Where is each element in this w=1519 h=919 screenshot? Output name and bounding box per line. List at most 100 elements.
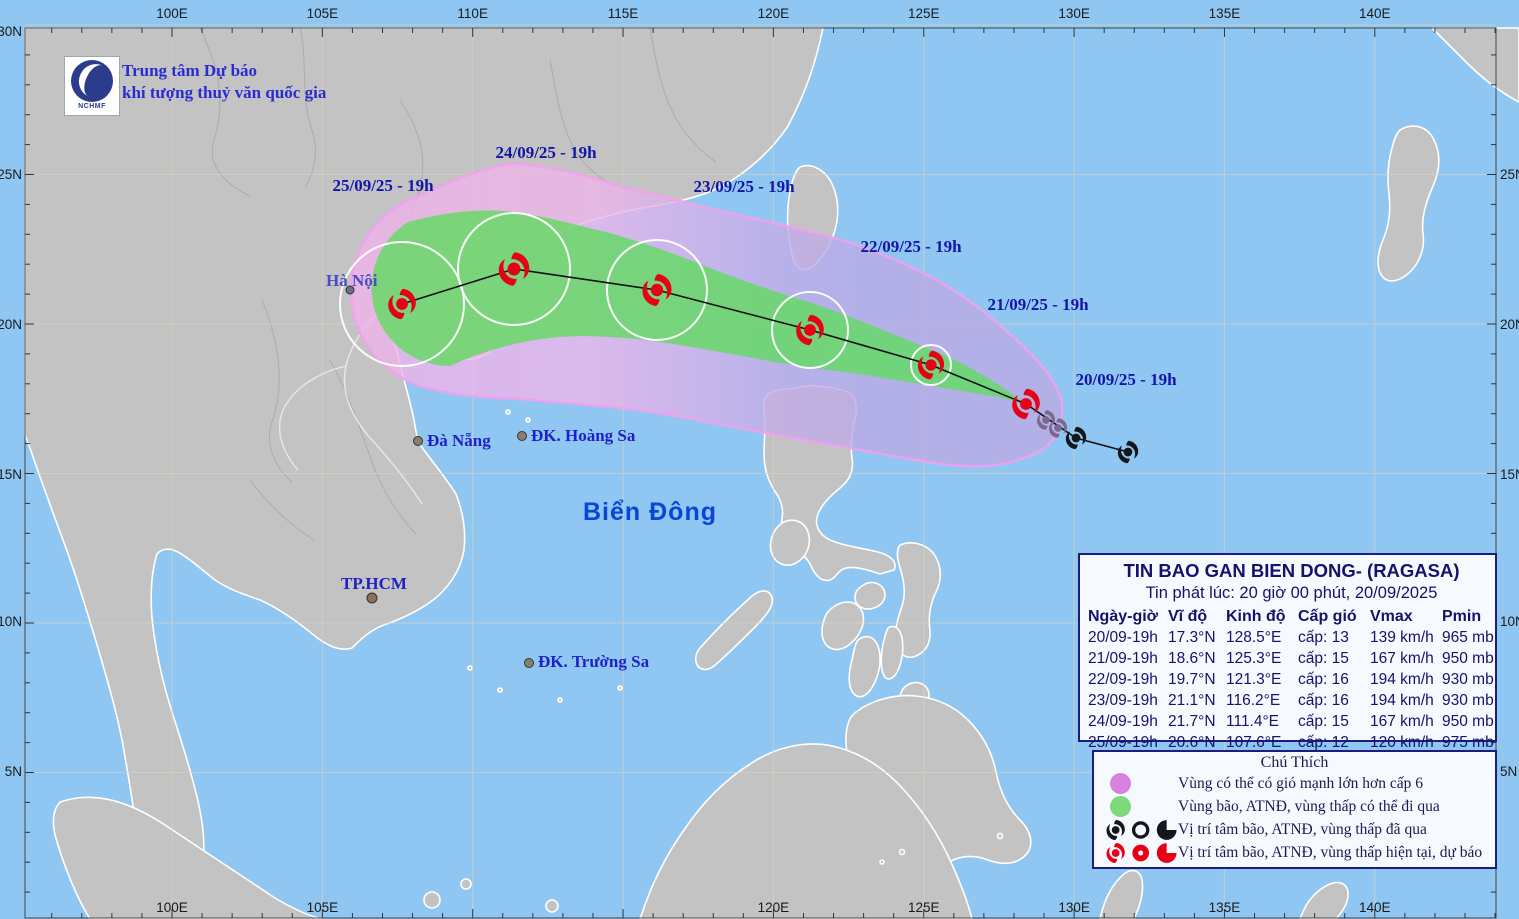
mindoro-island [769,519,811,566]
hcm-label: TP.HCM [341,574,407,593]
table-cell: 120 km/h [1370,734,1434,751]
axis-label-top: 120E [758,6,790,21]
axis-label-right: 20N [1500,317,1519,332]
islet [467,665,473,671]
bottom-right-island [1299,881,1349,919]
table-cell: 20.6°N [1168,734,1216,751]
typhoon-icon-red [1106,842,1125,864]
axis-label-top: 100E [156,6,188,21]
axis-label-right: 5N [1500,764,1517,779]
axis-label-left: 20N [0,317,22,332]
hoangsa-label: ĐK. Hoàng Sa [531,426,636,445]
legend-item-label: Vùng có thể có gió mạnh lớn hơn cấp 6 [1178,774,1423,792]
track-date-25: 25/09/25 - 19h [332,176,434,195]
low-area-icon-black [1156,820,1177,840]
axis-label-bottom: 135E [1209,900,1241,915]
table-cell: 139 km/h [1370,629,1434,646]
table-cell: 121.3°E [1226,671,1282,688]
storm-bulletin-panel: TIN BAO GAN BIEN DONG- (RAGASA) Tin phát… [1078,553,1497,751]
danang-label: Đà Nẵng [427,431,491,450]
track-date-21: 21/09/25 - 19h [987,295,1089,314]
table-cell: cấp: 15 [1298,713,1349,730]
borneo-island [639,743,973,919]
islet [497,687,503,693]
table-cell: 25/09-19h [1088,734,1158,751]
track-date-20: 20/09/25 - 19h [1075,370,1177,389]
table-cell: 194 km/h [1370,671,1434,688]
table-column-header: Kinh độ [1226,608,1286,625]
axis-label-left: 30N [0,24,22,39]
nchmf-logo: NCHMF [64,56,120,116]
storm-track-line [401,268,1129,453]
axis-label-left: 25N [0,167,22,182]
axes-layer: 100E 105E 110E 115E 120E 125E 130E 135E 140E 100E… [0,6,1519,919]
palawan-island [694,590,774,671]
table-cell: cấp: 16 [1298,692,1349,709]
sea-name-label: Biển Đông [583,498,717,526]
islet [879,859,885,865]
axis-label-bottom: 140E [1359,900,1391,915]
typhoon-icon-black [1106,819,1125,841]
hoangsa-dot [517,431,527,441]
legend-item-track-area: Vùng bão, ATNĐ, vùng thấp có thể đi qua [1094,795,1495,818]
table-cell: 18.6°N [1168,650,1216,667]
track-cone-green [371,210,1027,404]
admin-borders [199,27,717,541]
table-cell: 930 mb [1442,671,1494,688]
bulletin-issued-time: Tin phát lúc: 20 giờ 00 phút, 20/09/2025 [1145,584,1438,602]
center-icon-red [1132,844,1150,862]
table-cell: 950 mb [1442,650,1494,667]
org-name: Trung tâm Dự báo khí tượng thuỷ văn quốc… [122,60,326,104]
table-cell: 23/09-19h [1088,692,1158,709]
axis-label-top: 110E [457,6,488,21]
sulawesi-fragment [1099,869,1144,919]
table-column-header: Cấp gió [1298,608,1357,625]
legend-item-label: Vị trí tâm bão, ATNĐ, vùng thấp hiện tại… [1178,844,1483,861]
table-cell: 167 km/h [1370,650,1434,667]
axis-label-right: 10N [1500,614,1519,629]
axis-label-right: 25N [1500,167,1519,182]
org-name-line2: khí tượng thuỷ văn quốc gia [122,83,327,102]
table-cell: 20/09-19h [1088,629,1158,646]
islet [617,685,623,691]
axis-label-top: 130E [1058,6,1090,21]
table-cell: 17.3°N [1168,629,1216,646]
truongsa-dot [524,658,534,668]
cebu-island [880,625,904,680]
legend-item-current-forecast-position: Vị trí tâm bão, ATNĐ, vùng thấp hiện tại… [1094,841,1495,864]
bulletin-title: TIN BAO GAN BIEN DONG- (RAGASA) [1123,560,1460,581]
axis-label-bottom: 100E [156,900,188,915]
table-cell: 965 mb [1442,629,1494,646]
track-date-24: 24/09/25 - 19h [495,143,597,162]
axis-label-bottom: 120E [758,900,790,915]
table-cell: 19.7°N [1168,671,1216,688]
legend-title: Chú Thích [1260,754,1329,771]
track-date-22: 22/09/25 - 19h [860,237,962,256]
table-cell: 116.2°E [1226,692,1281,709]
legend-item-label: Vị trí tâm bão, ATNĐ, vùng thấp đã qua [1178,821,1427,838]
islet [898,848,906,856]
table-cell: 24/09-19h [1088,713,1158,730]
axis-label-left: 15N [0,467,22,482]
panay-island [821,601,865,651]
table-column-header: Pmin [1442,608,1482,625]
negros-island [848,635,881,698]
hanoi-label: Hà Nội [326,271,378,290]
table-cell: 128.5°E [1226,629,1282,646]
axis-label-bottom: 105E [307,900,339,915]
table-cell: 21/09-19h [1088,650,1158,667]
axis-label-top: 115E [608,6,639,21]
ryukyu-island [1377,125,1440,282]
axis-label-bottom: 130E [1058,900,1090,915]
islet [525,417,531,423]
table-cell: 21.1°N [1168,692,1216,709]
city-markers [345,285,534,668]
legend-panel: Chú Thích Vùng có thể có gió mạnh lớn hơ… [1092,750,1497,869]
table-cell: 194 km/h [1370,692,1434,709]
table-column-header: Vĩ độ [1168,608,1208,625]
masbate-island [854,581,886,610]
axis-label-bottom: 125E [908,900,940,915]
table-cell: 167 km/h [1370,713,1434,730]
table-cell: cấp: 12 [1298,734,1349,751]
